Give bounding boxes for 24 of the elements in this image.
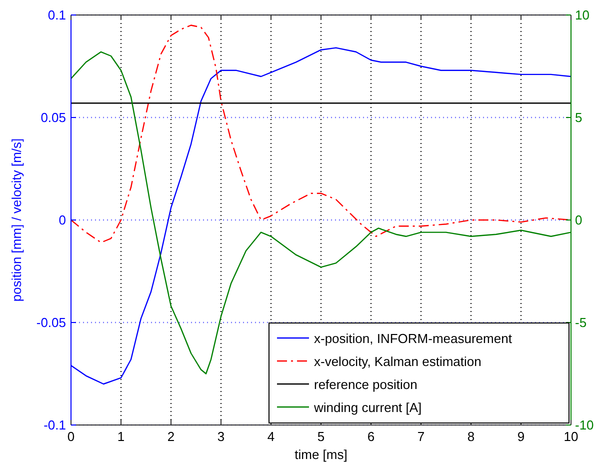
y2-tick-label: 0 (575, 212, 582, 228)
x-tick-label: 2 (167, 429, 175, 444)
y-tick-label: -0.05 (36, 315, 66, 330)
x-tick-label: 7 (417, 429, 425, 444)
y2-tick-label: 10 (575, 8, 590, 22)
legend-label: reference position (314, 377, 418, 392)
legend-label: x-velocity, Kalman estimation (314, 354, 482, 369)
y-tick-label: 0.1 (48, 8, 66, 22)
y-tick-label: 0 (58, 212, 66, 228)
x-tick-label: 4 (267, 429, 275, 444)
x-tick-label: 3 (217, 429, 225, 444)
x-tick-label: 5 (317, 429, 325, 444)
y2-tick-label: 5 (575, 110, 582, 125)
x-tick-label: 9 (517, 429, 525, 444)
y2-tick-label: -5 (575, 315, 587, 330)
y-axis-title: position [mm] / velocity [m/s] (9, 138, 24, 302)
x-axis-title: time [ms] (294, 447, 348, 462)
legend-label: x-position, INFORM-measurement (314, 331, 512, 346)
y-tick-label: 0.05 (40, 110, 66, 125)
y-tick-label: -0.1 (44, 418, 66, 432)
x-tick-label: 6 (367, 429, 375, 444)
x-tick-label: 1 (117, 429, 125, 444)
x-tick-label: 8 (467, 429, 475, 444)
legend-label: winding current [A] (313, 400, 422, 415)
